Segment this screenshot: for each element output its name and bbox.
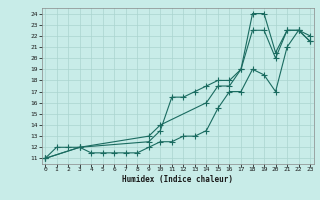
X-axis label: Humidex (Indice chaleur): Humidex (Indice chaleur) (122, 175, 233, 184)
